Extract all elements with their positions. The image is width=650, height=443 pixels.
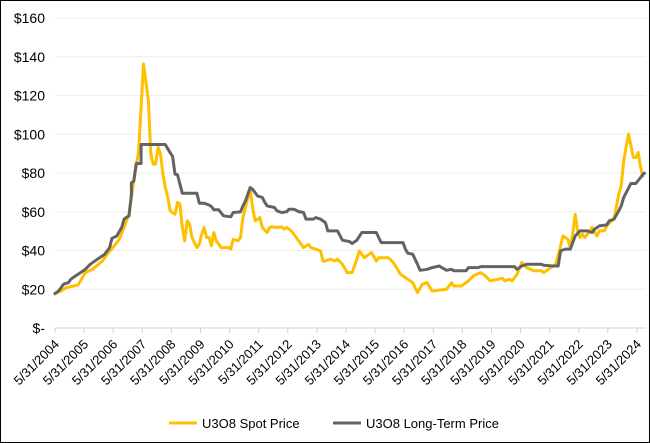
y-tick-label: $40 [22, 243, 46, 259]
legend: U3O8 Spot Price U3O8 Long-Term Price [169, 416, 499, 431]
series-line-long-term-price [52, 143, 647, 296]
y-axis: $- $20 $40 $60 $80 $100 $120 $140 $160 [14, 10, 45, 336]
y-tick-label: $120 [14, 88, 45, 104]
legend-label-spot: U3O8 Spot Price [202, 416, 300, 431]
x-axis: 5/31/20045/31/20055/31/20065/31/20075/31… [11, 327, 646, 388]
series-lines [52, 62, 647, 296]
y-tick-label: $20 [22, 281, 46, 297]
y-tick-label: $140 [14, 49, 45, 65]
legend-label-long-term: U3O8 Long-Term Price [366, 416, 499, 431]
gridlines [55, 17, 646, 290]
y-tick-label: $160 [14, 10, 45, 26]
y-tick-label: $80 [22, 165, 46, 181]
y-tick-label: $60 [22, 204, 46, 220]
y-tick-label: $- [33, 320, 46, 336]
series-line-spot-price [53, 62, 645, 296]
y-tick-label: $100 [14, 126, 45, 142]
